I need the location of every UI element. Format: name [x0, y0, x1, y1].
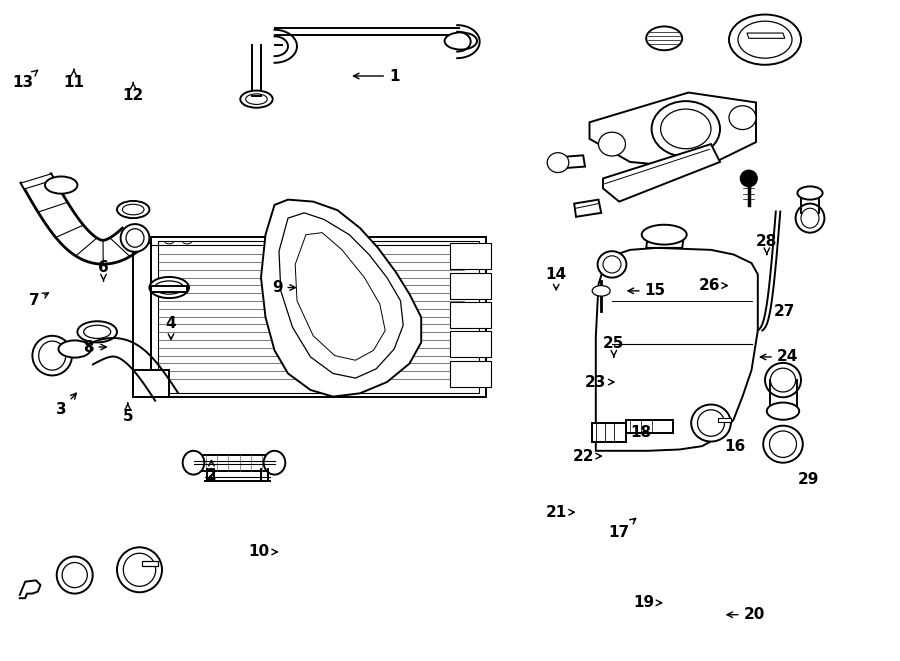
Text: 9: 9: [272, 280, 295, 295]
Text: 7: 7: [29, 293, 49, 308]
Polygon shape: [450, 331, 491, 358]
Polygon shape: [626, 420, 673, 433]
Ellipse shape: [592, 286, 610, 296]
Polygon shape: [151, 286, 187, 292]
Ellipse shape: [698, 410, 724, 436]
Polygon shape: [603, 144, 720, 202]
Ellipse shape: [796, 204, 824, 233]
Text: 18: 18: [630, 426, 652, 440]
Ellipse shape: [765, 363, 801, 397]
Ellipse shape: [84, 325, 111, 338]
Text: 3: 3: [56, 393, 76, 417]
Polygon shape: [142, 561, 157, 566]
Polygon shape: [133, 370, 169, 397]
Ellipse shape: [155, 281, 184, 294]
Text: 15: 15: [628, 284, 666, 298]
Text: 11: 11: [63, 69, 85, 90]
Text: 22: 22: [572, 449, 601, 463]
Ellipse shape: [121, 224, 149, 252]
Ellipse shape: [729, 15, 801, 65]
Text: 14: 14: [545, 267, 567, 290]
Polygon shape: [21, 174, 54, 189]
Ellipse shape: [57, 557, 93, 594]
Polygon shape: [574, 200, 601, 217]
Text: 28: 28: [756, 234, 778, 254]
Ellipse shape: [797, 186, 823, 200]
Polygon shape: [261, 200, 421, 397]
Text: 12: 12: [122, 83, 144, 103]
Ellipse shape: [45, 176, 77, 194]
Polygon shape: [450, 302, 491, 328]
Polygon shape: [450, 243, 491, 269]
Text: 5: 5: [122, 403, 133, 424]
Ellipse shape: [646, 26, 682, 50]
Ellipse shape: [117, 201, 149, 218]
Ellipse shape: [729, 106, 756, 130]
Ellipse shape: [117, 547, 162, 592]
Ellipse shape: [770, 368, 796, 392]
Text: 1: 1: [354, 69, 400, 83]
Text: 16: 16: [724, 439, 746, 453]
Ellipse shape: [801, 208, 819, 228]
Ellipse shape: [767, 403, 799, 420]
Text: 2: 2: [206, 461, 217, 483]
Ellipse shape: [661, 109, 711, 149]
Ellipse shape: [264, 451, 285, 475]
Polygon shape: [590, 93, 756, 169]
Text: 19: 19: [633, 596, 662, 610]
Ellipse shape: [149, 277, 189, 298]
Polygon shape: [450, 361, 491, 387]
Polygon shape: [450, 272, 491, 299]
Text: 29: 29: [797, 472, 819, 486]
Ellipse shape: [642, 225, 687, 245]
Polygon shape: [295, 233, 385, 360]
Ellipse shape: [62, 563, 87, 588]
Text: 27: 27: [774, 305, 796, 319]
Polygon shape: [158, 241, 479, 393]
Polygon shape: [556, 155, 585, 169]
Ellipse shape: [738, 21, 792, 58]
Ellipse shape: [126, 229, 144, 247]
Ellipse shape: [598, 132, 625, 156]
Ellipse shape: [39, 341, 66, 370]
Ellipse shape: [770, 431, 796, 457]
Ellipse shape: [32, 336, 72, 375]
Ellipse shape: [763, 426, 803, 463]
Polygon shape: [133, 243, 151, 390]
Text: 4: 4: [166, 317, 176, 339]
Polygon shape: [189, 455, 279, 471]
Text: 20: 20: [727, 607, 765, 622]
Polygon shape: [592, 423, 626, 442]
Text: 26: 26: [698, 278, 727, 293]
Text: 25: 25: [603, 336, 625, 357]
Text: 17: 17: [608, 518, 635, 539]
Ellipse shape: [598, 251, 626, 278]
Ellipse shape: [123, 553, 156, 586]
Polygon shape: [596, 248, 758, 451]
Polygon shape: [151, 237, 486, 397]
Ellipse shape: [691, 405, 731, 442]
Ellipse shape: [183, 451, 204, 475]
Text: 24: 24: [760, 350, 798, 364]
Text: 13: 13: [12, 70, 38, 90]
Polygon shape: [747, 33, 785, 38]
Ellipse shape: [58, 340, 91, 358]
Ellipse shape: [240, 91, 273, 108]
Ellipse shape: [246, 94, 267, 104]
Polygon shape: [646, 235, 684, 248]
Text: 6: 6: [98, 260, 109, 281]
Ellipse shape: [603, 256, 621, 273]
Polygon shape: [279, 213, 403, 378]
Ellipse shape: [547, 153, 569, 173]
Polygon shape: [718, 418, 731, 422]
Text: 23: 23: [585, 375, 614, 389]
Ellipse shape: [741, 171, 757, 186]
Ellipse shape: [652, 101, 720, 157]
Ellipse shape: [445, 32, 477, 50]
Ellipse shape: [122, 204, 144, 215]
Text: 10: 10: [248, 545, 277, 559]
Text: 8: 8: [83, 340, 106, 354]
Ellipse shape: [77, 321, 117, 342]
Text: 21: 21: [545, 505, 574, 520]
